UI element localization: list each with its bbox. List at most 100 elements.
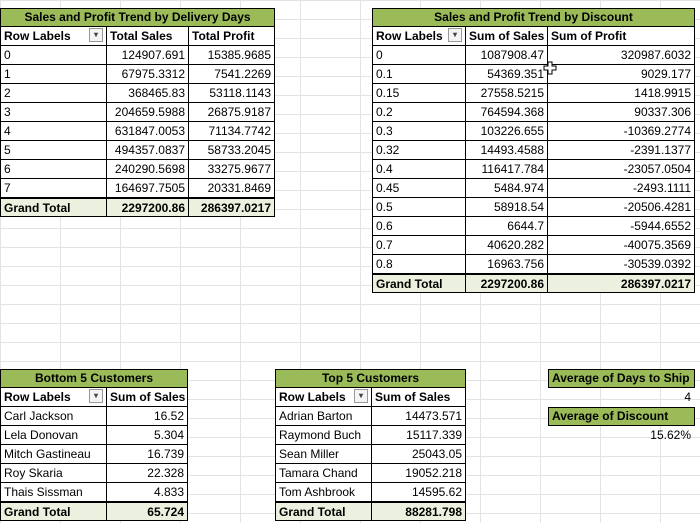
value-cell[interactable]: 124907.691 [107,46,189,65]
row-label-cell[interactable]: 0 [372,46,466,65]
value-cell[interactable]: 16963.756 [466,255,548,274]
row-label-cell[interactable]: Sean Miller [275,445,372,464]
value-cell[interactable]: 1087908.47 [466,46,548,65]
value-cell[interactable]: 5.304 [107,426,188,445]
row-label-cell[interactable]: 7 [0,179,107,198]
row-label-cell[interactable]: 5 [0,141,107,160]
row-label-cell[interactable]: Mitch Gastineau [0,445,107,464]
row-label-cell[interactable]: 2 [0,84,107,103]
row-label-cell[interactable]: 0.6 [372,217,466,236]
pivot-data-row[interactable]: 4 631847.0053 71134.7742 [0,122,275,141]
row-label-cell[interactable]: 3 [0,103,107,122]
pivot-data-row[interactable]: 0 124907.691 15385.9685 [0,46,275,65]
header-row-labels[interactable]: Row Labels ▾ [372,27,466,46]
value-cell[interactable]: 103226.655 [466,122,548,141]
value-cell[interactable]: 58733.2045 [189,141,275,160]
pivot-data-row[interactable]: Sean Miller 25043.05 [275,445,466,464]
value-cell[interactable]: 15385.9685 [189,46,275,65]
pivot-data-row[interactable]: Adrian Barton 14473.571 [275,407,466,426]
filter-dropdown-icon[interactable]: ▾ [89,28,103,42]
row-label-cell[interactable]: 1 [0,65,107,84]
value-cell[interactable]: 90337.306 [548,103,695,122]
value-cell[interactable]: 33275.9677 [189,160,275,179]
pivot-data-row[interactable]: Raymond Buch 15117.339 [275,426,466,445]
pivot-data-row[interactable]: 2 368465.83 53118.1143 [0,84,275,103]
row-label-cell[interactable]: 0.2 [372,103,466,122]
value-cell[interactable]: 58918.54 [466,198,548,217]
pivot-data-row[interactable]: 0.5 58918.54 -20506.4281 [372,198,695,217]
pivot-data-row[interactable]: Roy Skaria 22.328 [0,464,188,483]
pivot-delivery-days[interactable]: Sales and Profit Trend by Delivery Days … [0,8,275,217]
header-row-labels[interactable]: Row Labels ▾ [275,388,372,407]
value-cell[interactable]: 26875.9187 [189,103,275,122]
value-cell[interactable]: 16.739 [107,445,188,464]
pivot-data-row[interactable]: 0.8 16963.756 -30539.0392 [372,255,695,274]
pivot-data-row[interactable]: 0.1 54369.351 9029.177 [372,65,695,84]
filter-dropdown-icon[interactable]: ▾ [448,28,462,42]
value-cell[interactable]: -2493.1111 [548,179,695,198]
value-cell[interactable]: 494357.0837 [107,141,189,160]
pivot-bottom-5-customers[interactable]: Bottom 5 Customers Row Labels ▾ Sum of Sa… [0,369,188,521]
value-cell[interactable]: 20331.8469 [189,179,275,198]
row-label-cell[interactable]: 4 [0,122,107,141]
pivot-data-row[interactable]: 0 1087908.47 320987.6032 [372,46,695,65]
pivot-data-row[interactable]: 0.4 116417.784 -23057.0504 [372,160,695,179]
row-label-cell[interactable]: 0.32 [372,141,466,160]
pivot-data-row[interactable]: 1 67975.3312 7541.2269 [0,65,275,84]
value-cell[interactable]: 116417.784 [466,160,548,179]
value-cell[interactable]: -2391.1377 [548,141,695,160]
pivot-discount[interactable]: Sales and Profit Trend by Discount Row L… [372,8,695,293]
row-label-cell[interactable]: 0.8 [372,255,466,274]
value-cell[interactable]: 14595.62 [372,483,466,502]
value-cell[interactable]: 19052.218 [372,464,466,483]
pivot-data-row[interactable]: Thais Sissman 4.833 [0,483,188,502]
value-cell[interactable]: 7541.2269 [189,65,275,84]
row-label-cell[interactable]: 6 [0,160,107,179]
row-label-cell[interactable]: Thais Sissman [0,483,107,502]
value-cell[interactable]: -5944.6552 [548,217,695,236]
value-cell[interactable]: -10369.2774 [548,122,695,141]
value-cell[interactable]: 53118.1143 [189,84,275,103]
row-label-cell[interactable]: 0.4 [372,160,466,179]
pivot-data-row[interactable]: Lela Donovan 5.304 [0,426,188,445]
pivot-data-row[interactable]: 0.15 27558.5215 1418.9915 [372,84,695,103]
value-cell[interactable]: 368465.83 [107,84,189,103]
value-cell[interactable]: 4.833 [107,483,188,502]
row-label-cell[interactable]: Tamara Chand [275,464,372,483]
value-cell[interactable]: 27558.5215 [466,84,548,103]
value-cell[interactable]: 14473.571 [372,407,466,426]
value-cell[interactable]: 40620.282 [466,236,548,255]
pivot-data-row[interactable]: 7 164697.7505 20331.8469 [0,179,275,198]
row-label-cell[interactable]: 0.15 [372,84,466,103]
value-cell[interactable]: 764594.368 [466,103,548,122]
row-label-cell[interactable]: 0 [0,46,107,65]
header-row-labels[interactable]: Row Labels ▾ [0,27,107,46]
pivot-data-row[interactable]: Carl Jackson 16.52 [0,407,188,426]
row-label-cell[interactable]: 0.5 [372,198,466,217]
value-cell[interactable]: 164697.7505 [107,179,189,198]
row-label-cell[interactable]: Roy Skaria [0,464,107,483]
pivot-data-row[interactable]: Mitch Gastineau 16.739 [0,445,188,464]
row-label-cell[interactable]: 0.45 [372,179,466,198]
value-cell[interactable]: 631847.0053 [107,122,189,141]
value-cell[interactable]: -30539.0392 [548,255,695,274]
value-cell[interactable]: 204659.5988 [107,103,189,122]
pivot-data-row[interactable]: 0.3 103226.655 -10369.2774 [372,122,695,141]
value-cell[interactable]: 240290.5698 [107,160,189,179]
value-cell[interactable]: 25043.05 [372,445,466,464]
value-cell[interactable]: 71134.7742 [189,122,275,141]
row-label-cell[interactable]: Raymond Buch [275,426,372,445]
pivot-data-row[interactable]: Tom Ashbrook 14595.62 [275,483,466,502]
pivot-data-row[interactable]: 0.45 5484.974 -2493.1111 [372,179,695,198]
row-label-cell[interactable]: Adrian Barton [275,407,372,426]
pivot-data-row[interactable]: Tamara Chand 19052.218 [275,464,466,483]
pivot-top-5-customers[interactable]: Top 5 Customers Row Labels ▾ Sum of Sales… [275,369,466,521]
value-cell[interactable]: 6644.7 [466,217,548,236]
row-label-cell[interactable]: 0.1 [372,65,466,84]
row-label-cell[interactable]: Lela Donovan [0,426,107,445]
value-cell[interactable]: -20506.4281 [548,198,695,217]
filter-active-icon[interactable]: ▾ [354,389,368,403]
header-row-labels[interactable]: Row Labels ▾ [0,388,107,407]
value-cell[interactable]: 9029.177 [548,65,695,84]
filter-active-icon[interactable]: ▾ [89,389,103,403]
